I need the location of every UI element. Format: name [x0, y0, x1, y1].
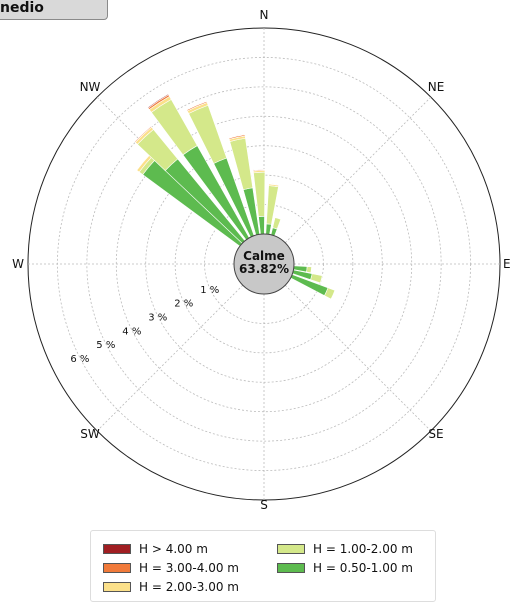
rose-bar-segment [268, 183, 280, 186]
legend-swatch [103, 563, 131, 573]
legend: H > 4.00 m H = 3.00-4.00 m H = 2.00-3.00… [90, 530, 436, 602]
rose-bar-segment [134, 126, 152, 143]
legend-label: H = 3.00-4.00 m [139, 561, 239, 575]
legend-swatch [277, 544, 305, 554]
ring-labels: 1 % 2 % 3 % 4 % 5 % 6 % [70, 285, 219, 365]
calm-label: Calme [243, 249, 285, 263]
rose-bar-segment [310, 273, 323, 284]
grid-ring [174, 174, 354, 354]
rose-bar-segment [186, 100, 208, 111]
calm-circle [233, 233, 295, 295]
direction-label: NW [80, 80, 101, 94]
ring-label: 2 % [174, 299, 193, 310]
legend-label: H = 1.00-2.00 m [313, 542, 413, 556]
ring-label: 5 % [96, 340, 115, 351]
direction-label: SE [428, 427, 443, 441]
legend-swatch [103, 544, 131, 554]
rose-bar-segment [252, 168, 266, 171]
polar-grid [27, 27, 501, 501]
legend-swatch [277, 563, 305, 573]
wind-rose-chart: N NE E SE S SW W NW 1 % 2 % 3 % 4 % 5 % 6 % Calme 63… [12, 8, 510, 512]
direction-label: SW [80, 427, 100, 441]
rose-bar-segment [324, 287, 336, 300]
legend-item: H = 3.00-4.00 m [103, 560, 239, 576]
grid-spoke [284, 96, 432, 244]
chart-title: nedio [0, 0, 44, 16]
grid-spoke [284, 284, 432, 432]
legend-label: H = 2.00-3.00 m [139, 580, 239, 594]
rose-bar-segment [265, 223, 272, 235]
direction-label: S [260, 498, 268, 512]
direction-label: W [12, 257, 24, 271]
legend-item: H = 0.50-1.00 m [277, 560, 413, 576]
grid-ring [86, 86, 442, 442]
bars-layer [134, 93, 336, 300]
title-box [0, 0, 108, 20]
direction-label: N [260, 8, 269, 22]
rose-bar-segment [228, 133, 246, 139]
rose-bar-segment [272, 217, 282, 230]
legend-label: H = 0.50-1.00 m [313, 561, 413, 575]
legend-label: H > 4.00 m [139, 542, 208, 556]
calm-value: 63.82% [239, 262, 289, 276]
direction-labels: N NE E SE S SW W NW [12, 8, 510, 512]
direction-label: E [503, 257, 510, 271]
legend-item: H > 4.00 m [103, 541, 208, 557]
ring-label: 1 % [200, 285, 219, 296]
ring-label: 6 % [70, 354, 89, 365]
ring-label: 4 % [122, 326, 141, 337]
grid-spoke [96, 284, 244, 432]
direction-label: NE [428, 80, 445, 94]
legend-item: H = 1.00-2.00 m [277, 541, 413, 557]
legend-item: H = 2.00-3.00 m [103, 579, 239, 595]
rose-bar-segment [306, 266, 312, 274]
rose-bar-segment [147, 93, 170, 109]
legend-swatch [103, 582, 131, 592]
ring-label: 3 % [148, 312, 167, 323]
